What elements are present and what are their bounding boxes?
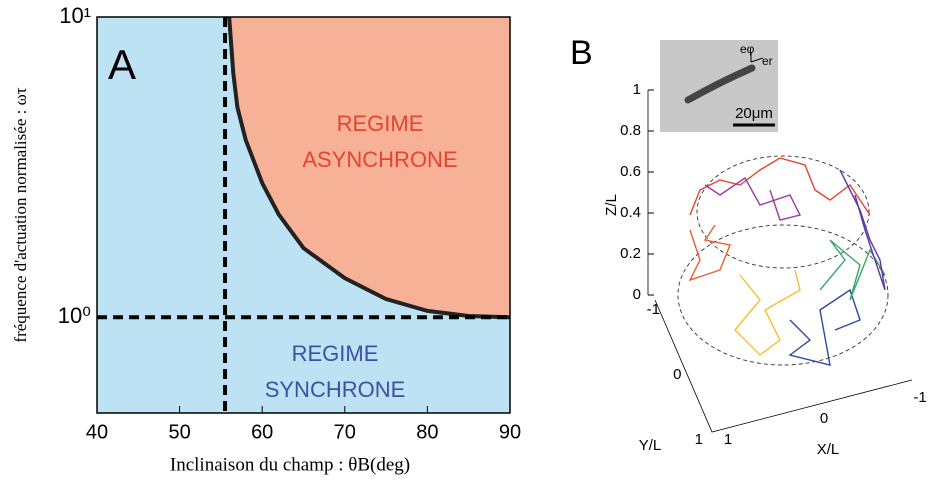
axes-3d	[647, 90, 913, 433]
region-label: REGIME	[337, 111, 424, 136]
x-tick-label: 50	[168, 421, 190, 443]
x-tick-label: -1	[913, 389, 926, 406]
x-tick-label: 60	[251, 421, 273, 443]
ellipse	[677, 224, 889, 366]
panel-a: 40 50 60 70 80 90 10⁰ 10¹ A REGIME ASYNCHRONE REGIM…	[11, 3, 521, 476]
z-tick-label: 0.6	[620, 163, 641, 180]
x-axis-label: Inclinaison du champ : θB(deg)	[170, 454, 410, 475]
z-axis-label: Z/L	[603, 194, 620, 216]
region-label: SYNCHRONE	[265, 377, 406, 402]
vector-label: er	[762, 54, 773, 68]
x-axis-label: X/L	[817, 441, 840, 458]
boundary-line	[227, 16, 511, 320]
trajectories	[647, 40, 913, 433]
trajectory	[839, 169, 886, 291]
plot-frame	[96, 16, 511, 414]
z-tick-label: 0.4	[620, 204, 641, 221]
x-tick-label: 80	[416, 421, 438, 443]
y-tick-label: 1	[695, 431, 703, 448]
z-tick-label: 0.8	[620, 122, 641, 139]
z-tick-label: 0.2	[620, 245, 641, 262]
trajectory	[704, 176, 802, 221]
trajectory	[689, 157, 871, 216]
vector-label: eφ	[740, 42, 755, 56]
y-tick-label: 10¹	[59, 3, 91, 28]
trajectory	[734, 269, 801, 356]
x-tick-label: 90	[499, 421, 521, 443]
x-tick-label: 40	[86, 421, 108, 443]
y-tick-label: -1	[647, 301, 660, 318]
y-axis-label: Y/L	[639, 437, 662, 454]
trajectory	[819, 239, 886, 301]
filament	[684, 64, 756, 104]
scale-bar-label: 20μm	[735, 105, 773, 122]
x-tick-label: 1	[724, 431, 732, 448]
panel-label: A	[108, 41, 136, 88]
trajectory	[788, 288, 861, 366]
region-label: REGIME	[292, 341, 379, 366]
panel-label: B	[570, 34, 593, 72]
x-tick-label: 0	[820, 410, 828, 427]
vectors	[750, 52, 764, 63]
y-axis-label: fréquence d'actuation normalisée : ωτ	[11, 87, 30, 342]
z-tick-label: 1	[633, 81, 641, 98]
trajectory	[688, 224, 731, 282]
x-tick-label: 70	[334, 421, 356, 443]
region-label: ASYNCHRONE	[302, 147, 457, 172]
ellipse	[696, 155, 870, 269]
y-tick-label: 0	[673, 366, 681, 383]
y-tick-label: 10⁰	[58, 303, 91, 328]
z-tick-label: 0	[633, 286, 641, 303]
